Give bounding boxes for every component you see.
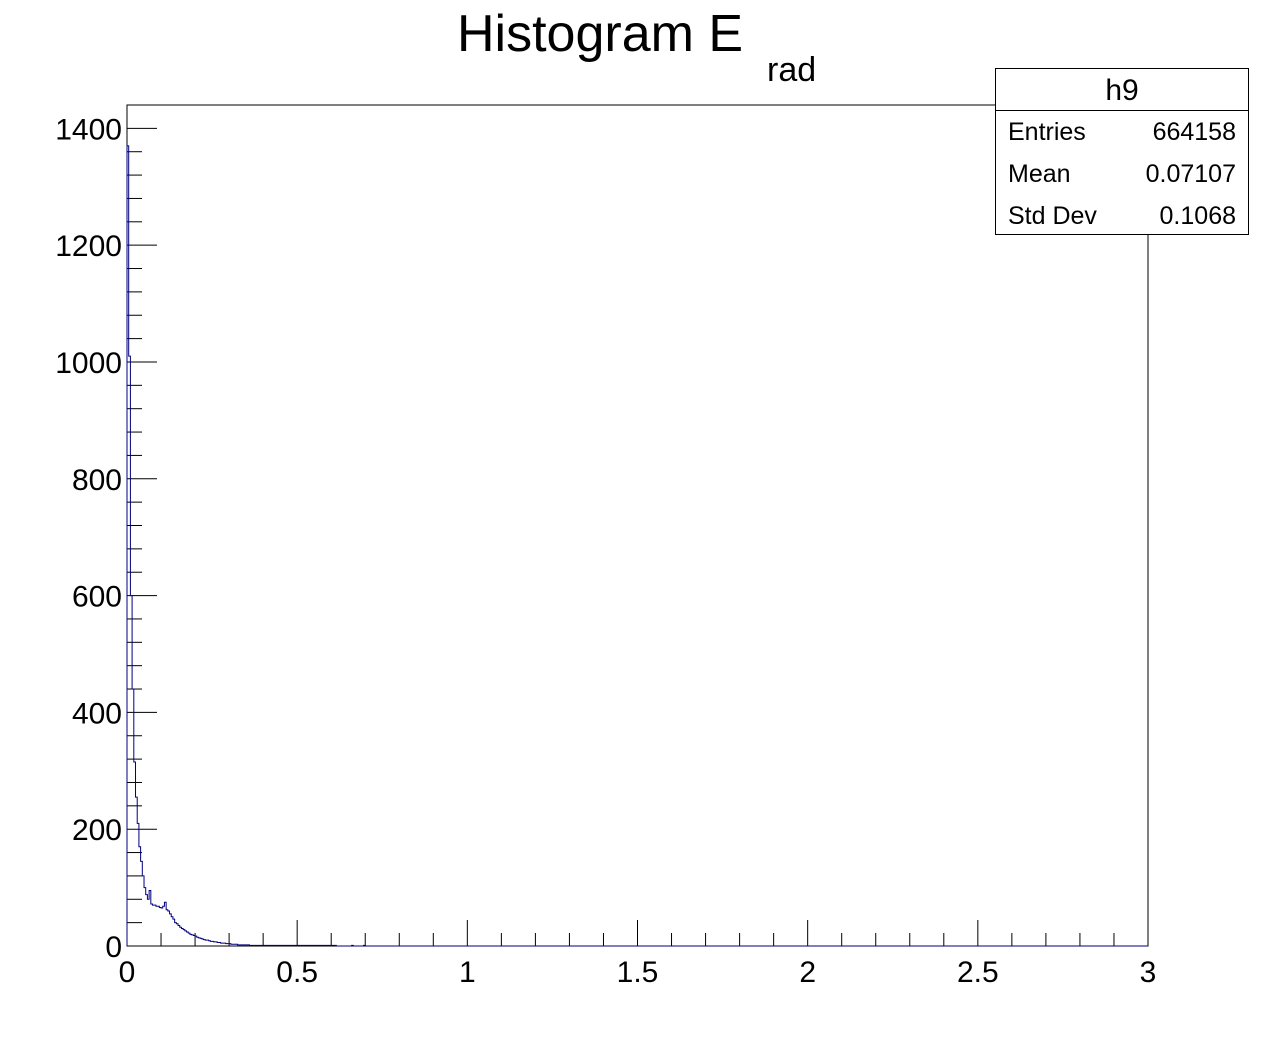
y-tick-label: 400: [72, 697, 122, 730]
stats-row-entries: Entries 664158: [996, 111, 1248, 153]
x-tick-label: 2: [799, 956, 816, 989]
chart-title-main: Histogram E: [457, 5, 744, 63]
x-tick-label: 1.5: [617, 956, 659, 989]
stats-box-title: h9: [996, 69, 1248, 111]
y-tick-label: 200: [72, 814, 122, 847]
stats-row-std-dev: Std Dev 0.1068: [996, 195, 1248, 237]
x-tick-label: 0: [119, 956, 136, 989]
stats-label: Entries: [1008, 118, 1086, 146]
stats-value: 0.1068: [1159, 202, 1236, 230]
y-tick-label: 1200: [55, 230, 122, 263]
stats-label: Std Dev: [1008, 202, 1097, 230]
stats-value: 664158: [1152, 118, 1236, 146]
y-tick-label: 0: [105, 931, 122, 964]
x-axis-ticks: [126, 920, 1149, 946]
x-axis-tick-labels: 0 0.5 1 1.5 2 2.5 3: [119, 956, 1157, 989]
x-tick-label: 0.5: [276, 956, 318, 989]
stats-box: h9 Entries 664158 Mean 0.07107 Std Dev 0…: [995, 68, 1249, 235]
y-tick-label: 600: [72, 581, 122, 614]
y-axis-tick-labels: 0 200 400 600 800 1000 1200 1400: [55, 113, 122, 964]
chart-title: Histogram E rad: [0, 0, 1276, 100]
stats-row-mean: Mean 0.07107: [996, 153, 1248, 195]
stats-label: Mean: [1008, 160, 1071, 188]
chart-title-subscript: rad: [767, 51, 817, 89]
y-tick-label: 1000: [55, 347, 122, 380]
y-axis-ticks: [127, 104, 157, 947]
y-tick-label: 1400: [55, 113, 122, 146]
histogram-series: [126, 145, 1148, 947]
x-tick-label: 1: [459, 956, 476, 989]
stats-value: 0.07107: [1145, 160, 1236, 188]
y-tick-label: 800: [72, 464, 122, 497]
x-tick-label: 3: [1140, 956, 1157, 989]
x-tick-label: 2.5: [957, 956, 999, 989]
